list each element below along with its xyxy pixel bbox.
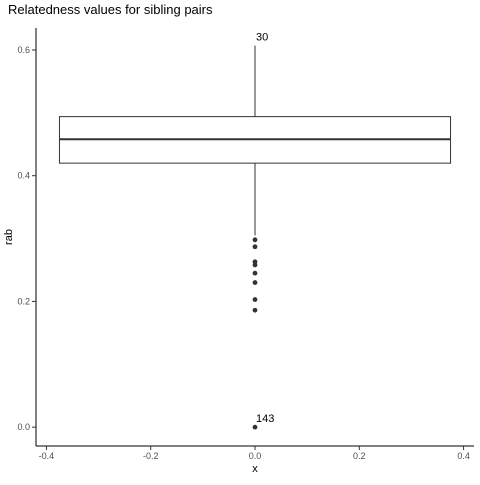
y-tick-label: 0.2: [17, 296, 30, 306]
x-tick-label: 0.0: [249, 451, 262, 461]
annotation-label: 143: [256, 413, 274, 425]
outlier-point: [252, 244, 258, 250]
y-tick-label: 0.4: [17, 171, 30, 181]
y-tick-label: 0.6: [17, 45, 30, 55]
outlier-point: [252, 307, 258, 313]
outlier-point: [252, 297, 258, 302]
annotation-label: 30: [256, 32, 268, 44]
outlier-point: [252, 237, 258, 243]
outlier-point: [252, 280, 258, 285]
x-axis-title: x: [252, 463, 258, 475]
x-tick-label: -0.2: [143, 451, 159, 461]
chart-title: Relatedness values for sibling pairs: [8, 2, 213, 17]
outlier-point: [252, 424, 258, 430]
outlier-point: [252, 262, 258, 268]
x-tick-label: 0.2: [353, 451, 366, 461]
y-tick-label: 0.0: [17, 422, 30, 432]
x-tick-label: -0.4: [39, 451, 55, 461]
x-tick-label: 0.4: [457, 451, 470, 461]
outlier-point: [252, 270, 258, 276]
y-axis-title: rab: [3, 229, 15, 245]
